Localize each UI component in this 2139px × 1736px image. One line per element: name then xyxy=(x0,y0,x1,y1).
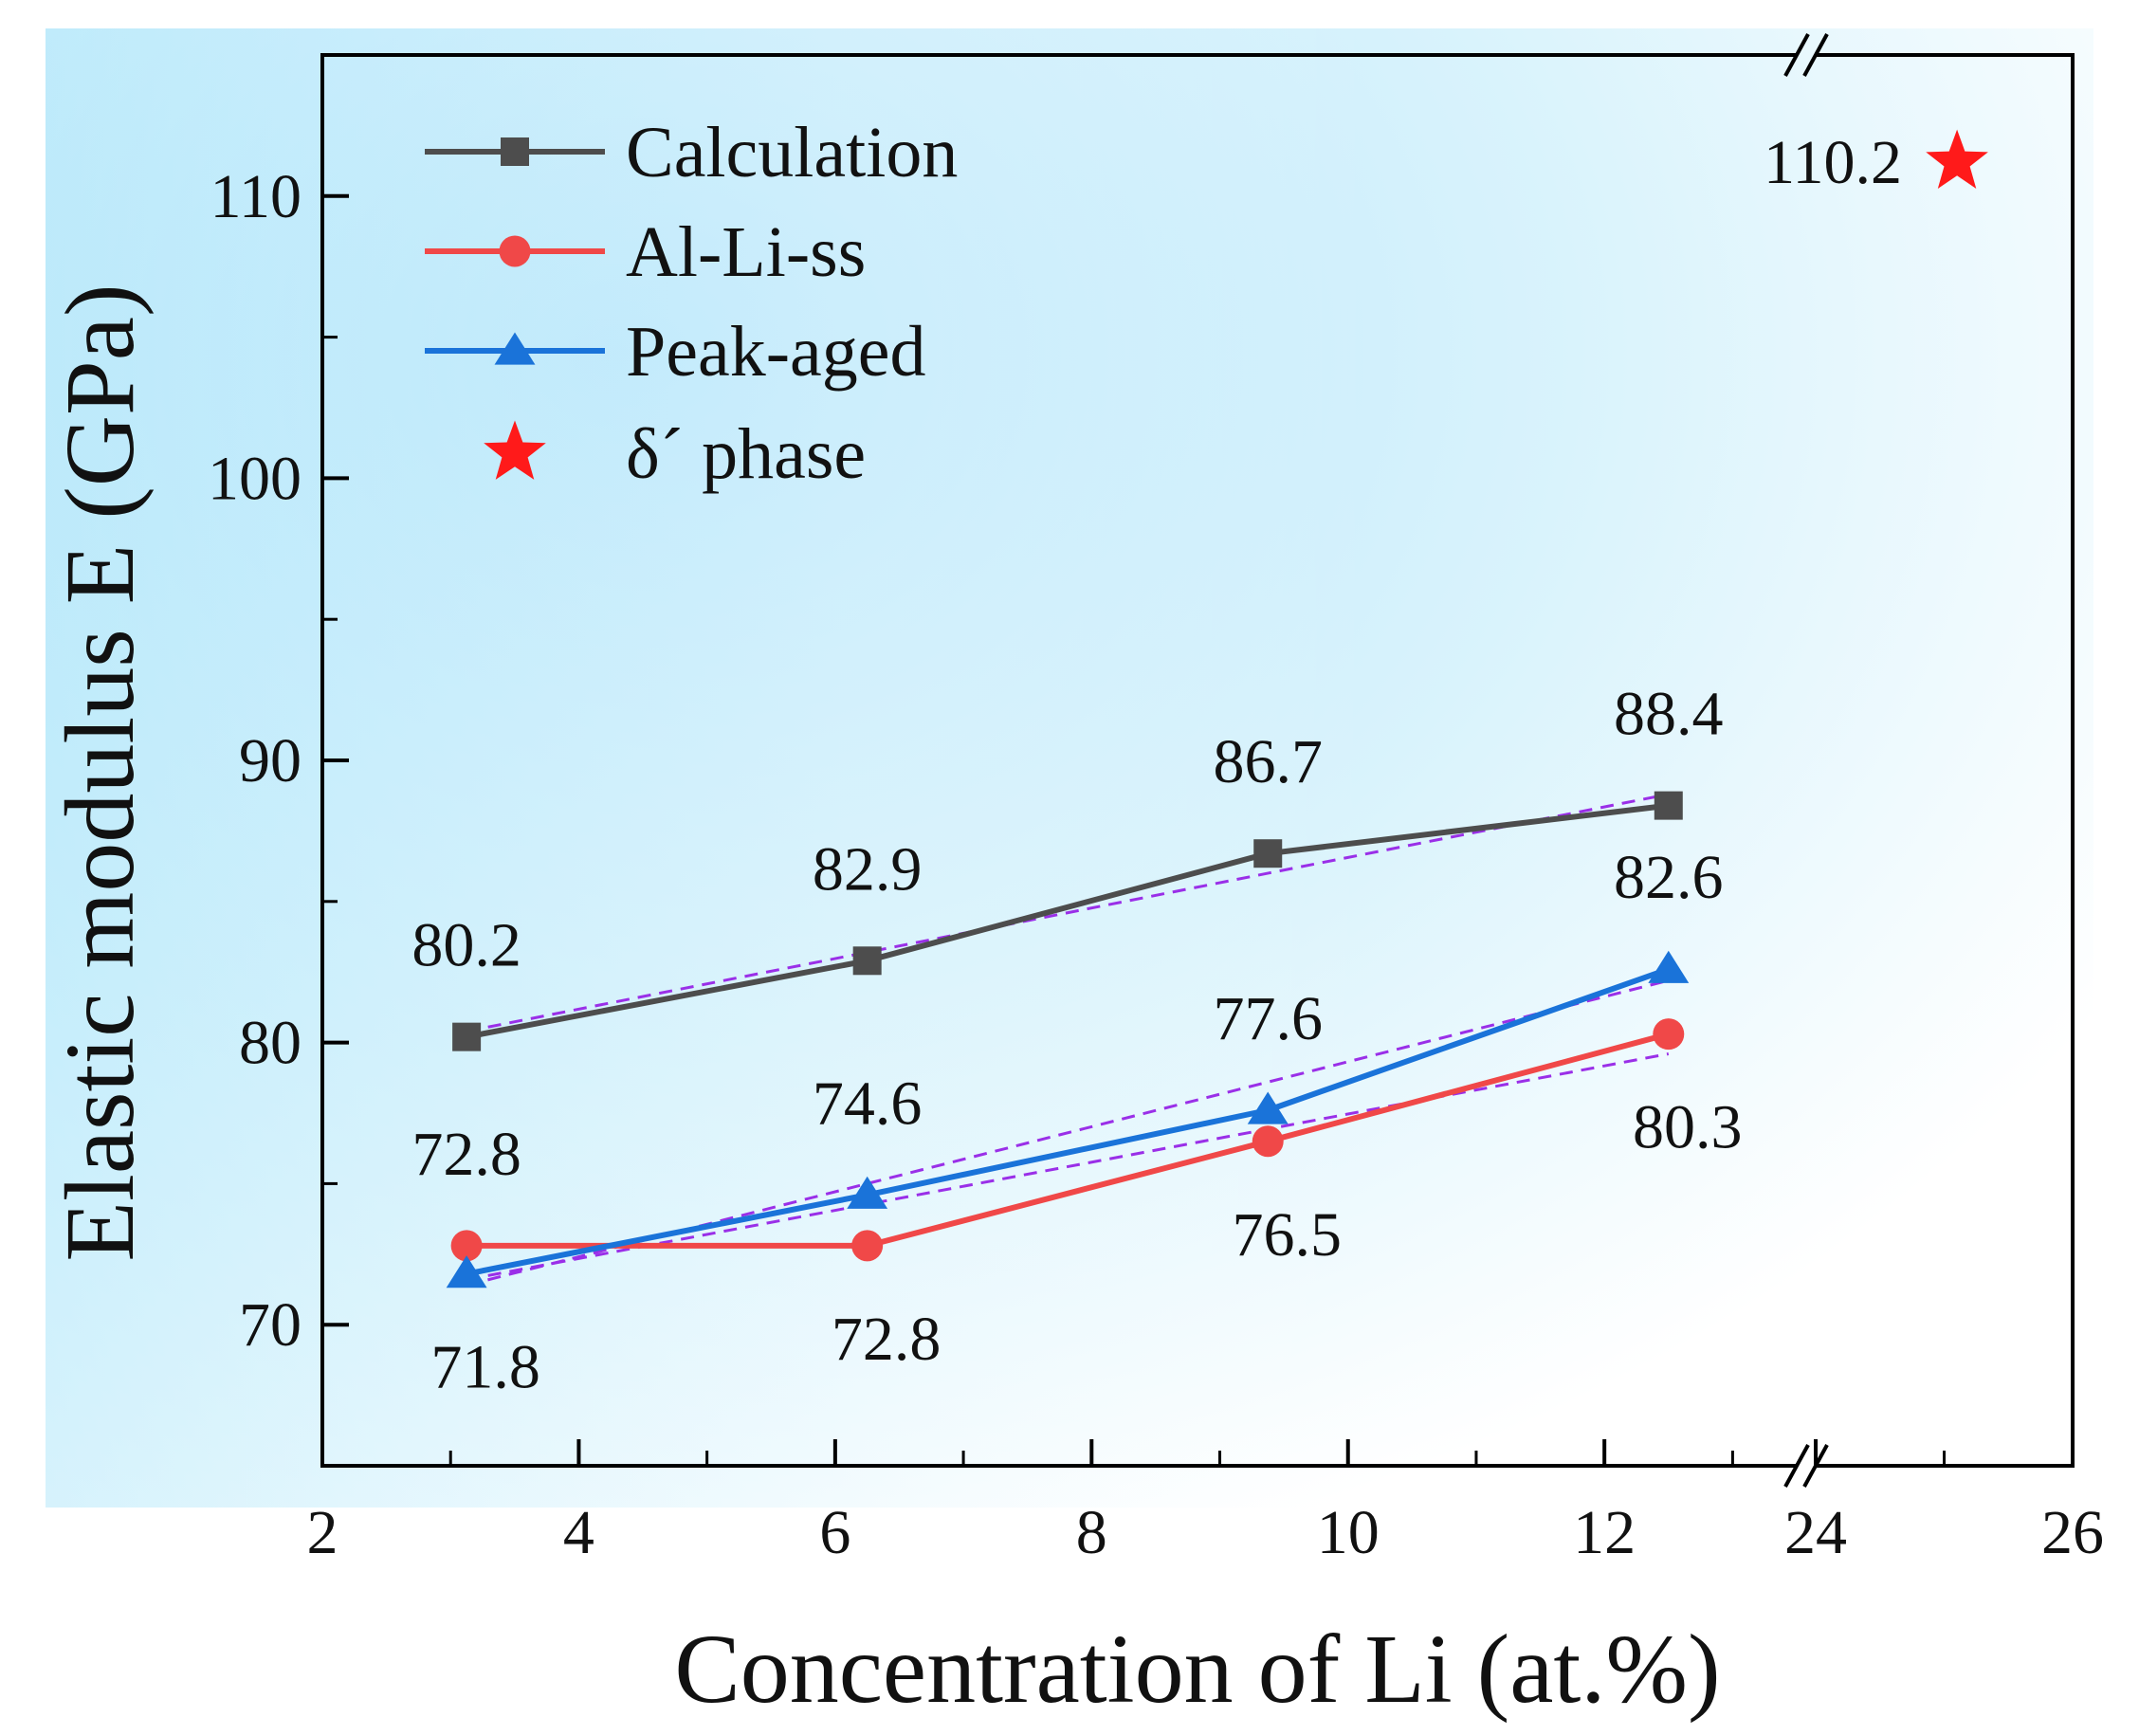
x-tick-label: 8 xyxy=(1076,1498,1107,1567)
legend-marker xyxy=(494,332,536,365)
legend-marker xyxy=(499,235,531,267)
x-tick-label: 2 xyxy=(307,1498,338,1567)
y-axis-title: Elastic modulus E (GPa) xyxy=(46,283,155,1261)
y-tick-label: 80 xyxy=(239,1009,302,1078)
data-point xyxy=(1247,1091,1289,1124)
x-tick-label: 6 xyxy=(819,1498,850,1567)
fit-line-1 xyxy=(466,1052,1670,1282)
data-label: 77.6 xyxy=(1213,984,1323,1053)
legend-item-3[interactable]: δ´ phase xyxy=(484,414,866,494)
y-tick-label: 90 xyxy=(239,726,302,795)
data-point xyxy=(1252,1125,1284,1158)
legend-marker xyxy=(484,420,546,480)
data-label: 88.4 xyxy=(1614,680,1724,749)
data-point xyxy=(1648,950,1690,983)
axis-break-mark xyxy=(1783,33,1810,77)
data-point xyxy=(847,1176,888,1209)
x-tick-label: 24 xyxy=(1784,1498,1847,1567)
data-label: 86.7 xyxy=(1213,727,1323,796)
legend-marker xyxy=(501,137,529,166)
series-1 xyxy=(450,1018,1685,1262)
axis-break-mark xyxy=(1783,1444,1810,1488)
legend-item-0[interactable]: Calculation xyxy=(425,113,958,192)
series-line-2 xyxy=(466,966,1670,1277)
series-2 xyxy=(446,950,1690,1288)
data-label: 80.2 xyxy=(411,911,521,980)
legend-item-2[interactable]: Peak-aged xyxy=(425,312,926,392)
fit-line-0 xyxy=(466,793,1670,1033)
legend-label: Peak-aged xyxy=(626,312,926,392)
legend-label: δ´ phase xyxy=(626,414,866,494)
data-label: 82.6 xyxy=(1614,843,1724,912)
axis-break-mark xyxy=(1802,33,1829,77)
data-point xyxy=(1926,129,1988,189)
series-line-0 xyxy=(466,802,1670,1040)
legend-label: Al-Li-ss xyxy=(626,212,866,292)
x-axis-title: Concentration of Li (at.%) xyxy=(674,1615,1720,1724)
data-point xyxy=(1654,791,1683,820)
x-tick-label: 10 xyxy=(1317,1498,1380,1567)
data-label: 72.8 xyxy=(411,1120,521,1189)
data-point xyxy=(852,946,882,976)
y-tick-label: 110 xyxy=(210,162,302,231)
data-label: 110.2 xyxy=(1764,128,1902,197)
data-label: 72.8 xyxy=(832,1305,942,1374)
data-label: 80.3 xyxy=(1633,1093,1743,1162)
data-label: 71.8 xyxy=(430,1333,540,1402)
series-0 xyxy=(452,791,1683,1051)
chart-background-overlay xyxy=(46,28,1373,1508)
series-line-1 xyxy=(466,1031,1670,1249)
x-tick-label: 4 xyxy=(563,1498,594,1567)
data-point xyxy=(851,1230,884,1262)
data-point xyxy=(450,1230,483,1262)
data-point xyxy=(446,1255,487,1288)
data-label: 74.6 xyxy=(813,1069,923,1138)
data-label: 76.5 xyxy=(1232,1200,1342,1270)
legend-item-1[interactable]: Al-Li-ss xyxy=(425,212,866,292)
legend-label: Calculation xyxy=(626,113,958,192)
x-tick-label: 12 xyxy=(1573,1498,1636,1567)
data-label: 82.9 xyxy=(813,834,923,904)
y-tick-label: 70 xyxy=(239,1290,302,1360)
data-point xyxy=(1253,839,1283,868)
series-3 xyxy=(1926,129,1988,189)
data-point xyxy=(452,1022,482,1051)
y-tick-label: 100 xyxy=(208,444,302,513)
data-point xyxy=(1653,1018,1685,1051)
x-tick-label: 26 xyxy=(2041,1498,2104,1567)
